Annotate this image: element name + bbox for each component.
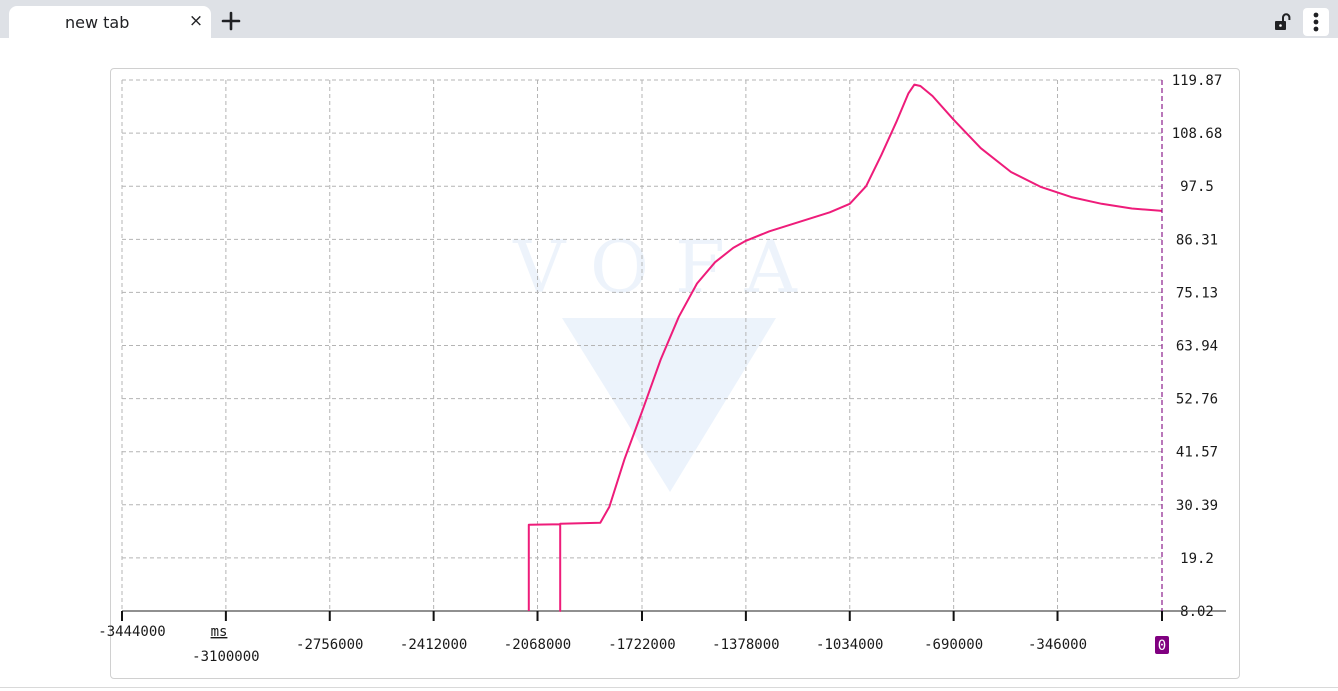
y-tick-label: 63.94 bbox=[1176, 339, 1218, 355]
time-cursor[interactable]: 0 bbox=[1155, 80, 1169, 654]
y-tick-label: 52.76 bbox=[1176, 392, 1218, 408]
series-layer bbox=[527, 83, 1163, 612]
x-axis: -3444000 -3100000 -2756000 -2412000 -2068000… bbox=[98, 610, 1226, 665]
x-unit-label: ms bbox=[211, 624, 228, 640]
cursor-label: 0 bbox=[1158, 638, 1166, 654]
y-tick-label: 108.68 bbox=[1172, 126, 1223, 142]
x-tick-label: -3444000 bbox=[98, 624, 165, 640]
y-tick-label: 97.5 bbox=[1180, 179, 1214, 195]
x-tick-label: -690000 bbox=[924, 637, 983, 653]
x-tick-label: -346000 bbox=[1028, 637, 1087, 653]
cursor-badge bbox=[1155, 636, 1169, 654]
y-tick-label: 8.02 bbox=[1180, 604, 1214, 620]
tab-strip: new tab × bbox=[0, 0, 1338, 38]
watermark-v-shape bbox=[562, 318, 776, 492]
y-tick-label: 119.87 bbox=[1172, 73, 1223, 89]
x-tick-label: -1034000 bbox=[816, 637, 883, 653]
new-tab-plus-icon[interactable] bbox=[218, 8, 244, 34]
x-tick-label: -3100000 bbox=[192, 649, 259, 665]
x-tick-label: -1722000 bbox=[608, 637, 675, 653]
bottom-divider bbox=[0, 687, 1338, 688]
more-options-icon[interactable] bbox=[1303, 8, 1329, 36]
browser-tab[interactable]: new tab × bbox=[9, 6, 211, 38]
y-axis: 119.87 108.68 97.5 86.31 75.13 63.94 52.76 41.5… bbox=[1172, 73, 1223, 620]
chart-grid bbox=[121, 79, 1162, 611]
y-tick-label: 86.31 bbox=[1176, 232, 1218, 248]
x-tick-label: -2756000 bbox=[296, 637, 363, 653]
y-tick-label: 19.2 bbox=[1180, 551, 1214, 567]
y-tick-label: 30.39 bbox=[1176, 498, 1218, 514]
tab-title: new tab bbox=[65, 13, 130, 32]
series-line bbox=[527, 83, 1163, 612]
x-tick-label: -2068000 bbox=[504, 637, 571, 653]
x-tick-label: -1378000 bbox=[712, 637, 779, 653]
unlocked-lock-icon[interactable] bbox=[1273, 12, 1293, 32]
y-tick-label: 41.57 bbox=[1176, 445, 1218, 461]
y-tick-label: 75.13 bbox=[1176, 285, 1218, 301]
close-icon[interactable]: × bbox=[188, 11, 204, 31]
x-tick-label: -2412000 bbox=[400, 637, 467, 653]
watermark-text: VOFA bbox=[512, 225, 822, 309]
